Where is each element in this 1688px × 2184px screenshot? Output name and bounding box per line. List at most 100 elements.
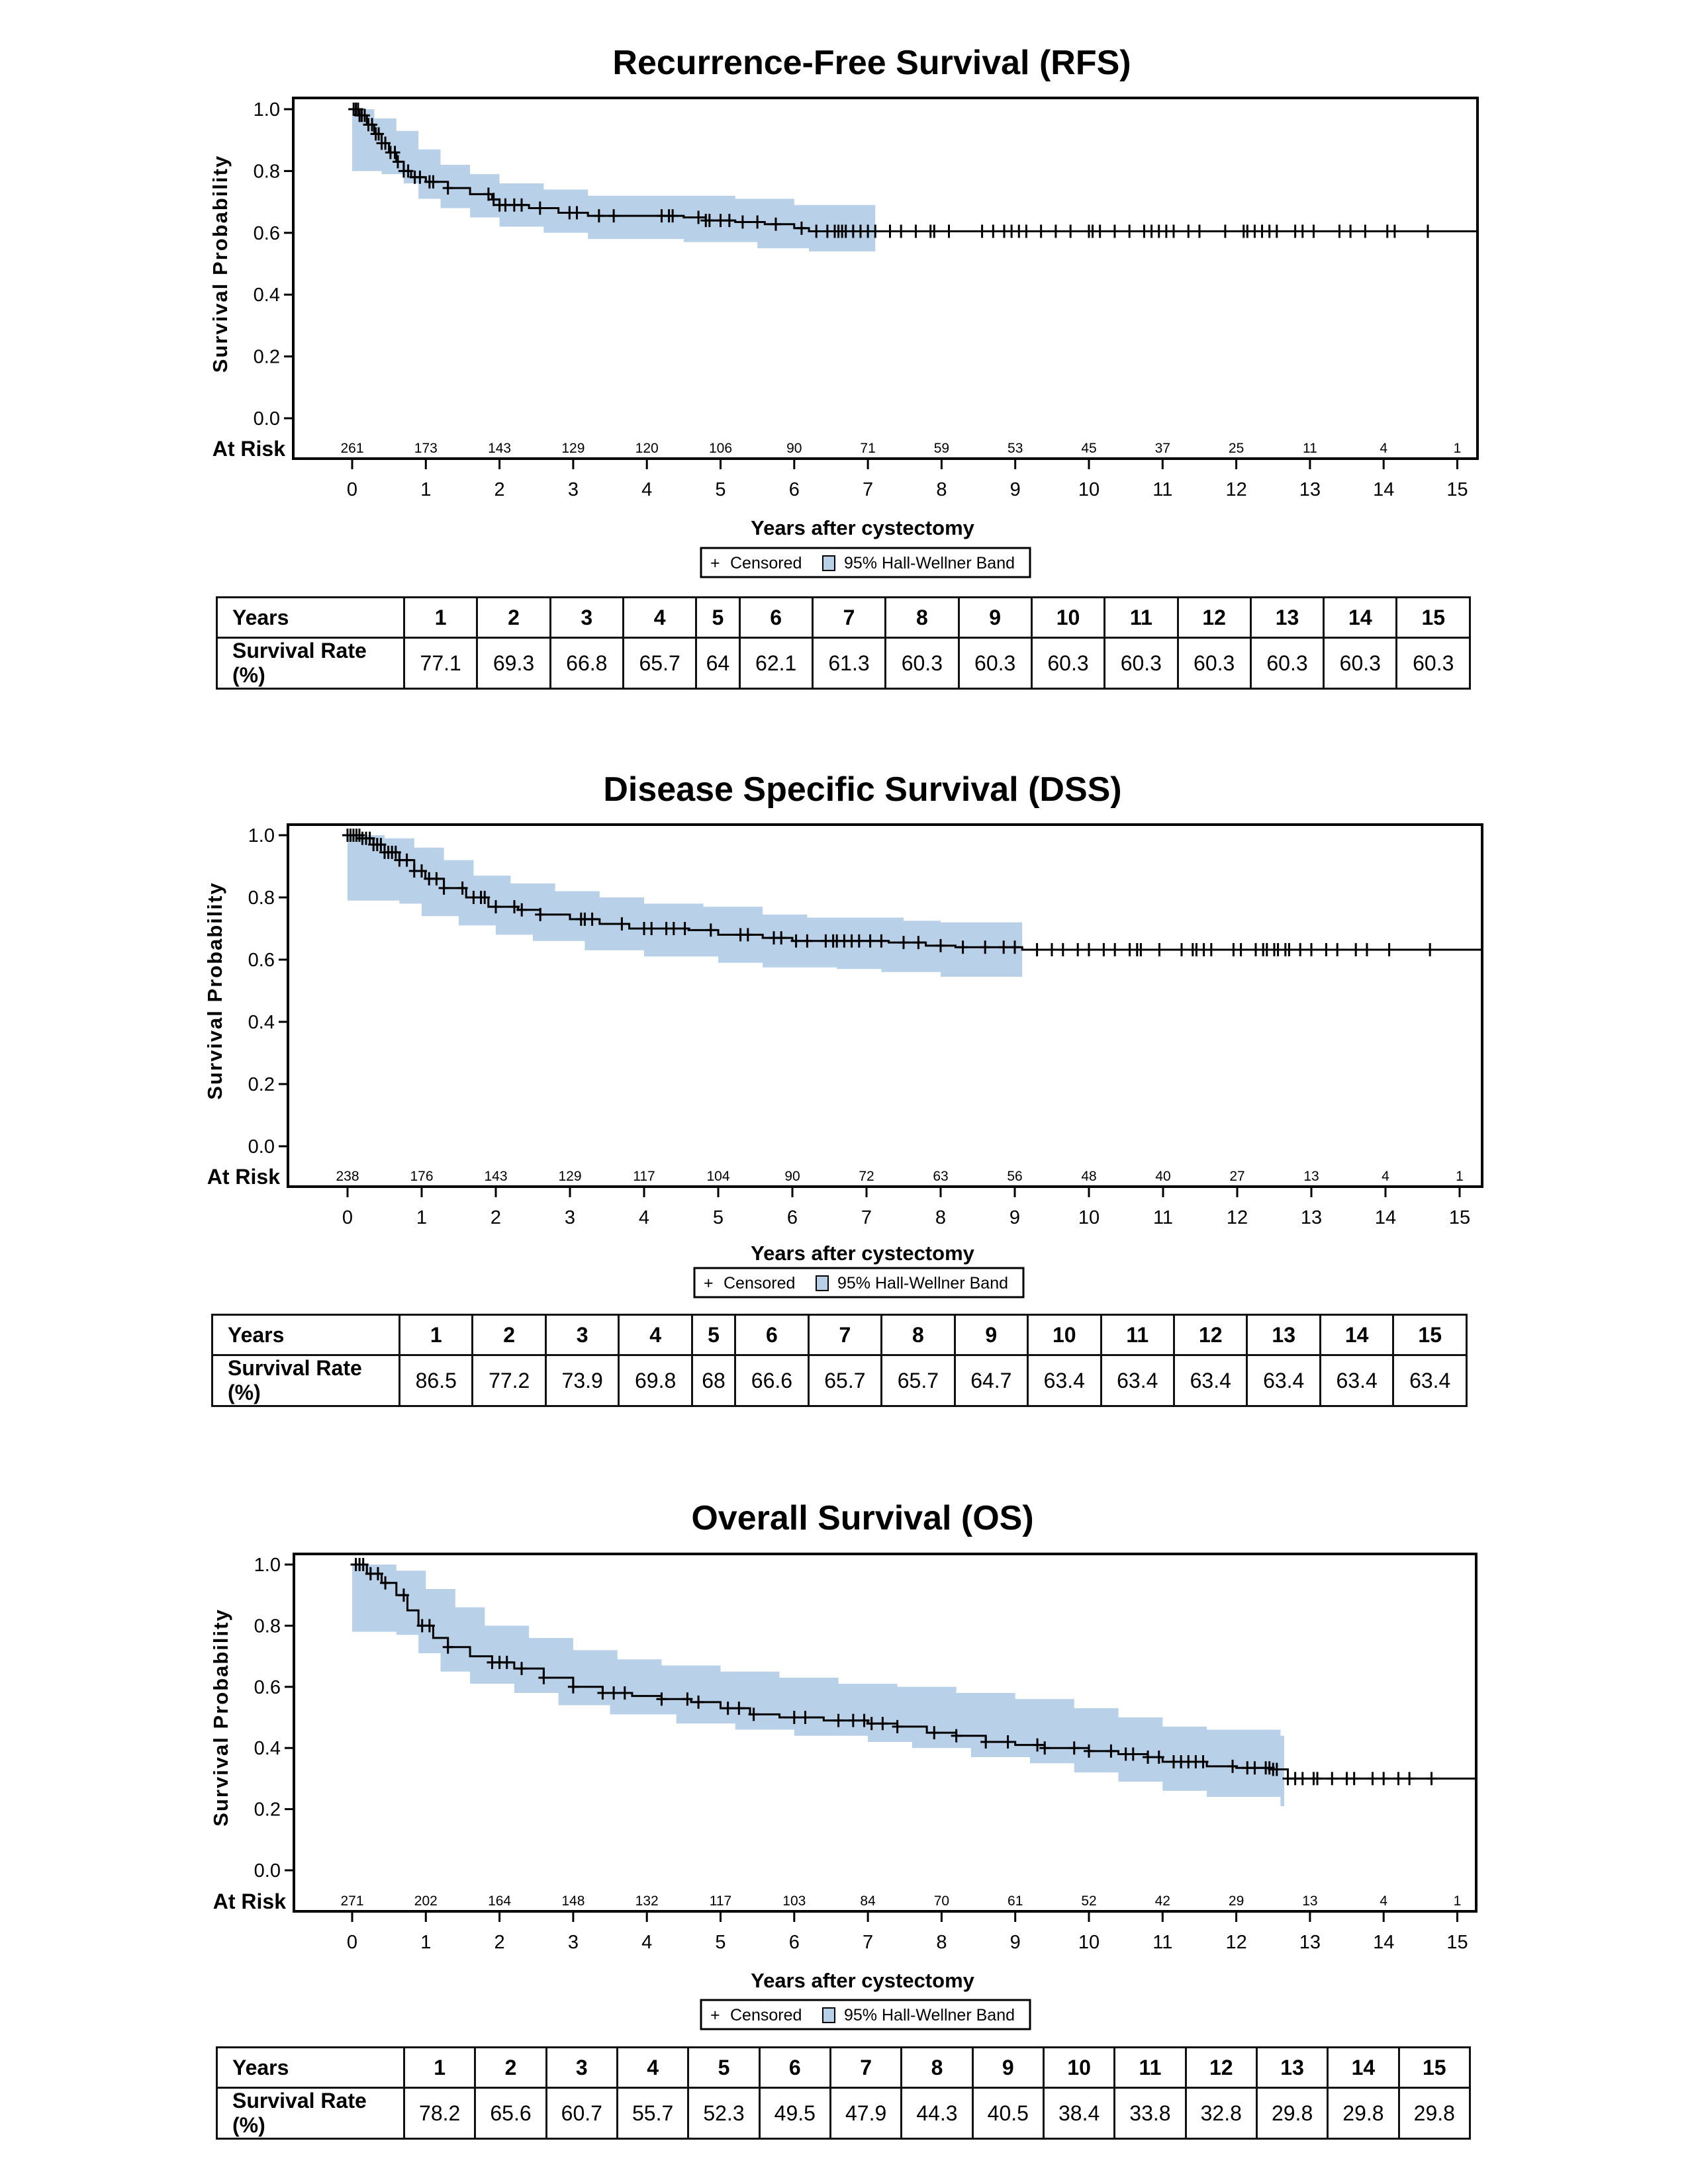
y-tick-label: 0.4 — [254, 1738, 281, 1759]
at-risk-count: 4 — [1380, 441, 1387, 456]
year-cell: 10 — [1027, 1314, 1102, 1356]
survival-rate-cell: 64 — [695, 637, 741, 690]
at-risk-label: At Risk — [212, 437, 285, 461]
at-risk-count: 117 — [710, 1893, 731, 1909]
x-tick-label: 1 — [416, 1207, 427, 1228]
survival-rate-cell: 63.4 — [1319, 1354, 1395, 1407]
survival-rate-cell: 60.3 — [957, 637, 1033, 690]
x-tick-label: 3 — [568, 479, 579, 500]
at-risk-count: 11 — [1303, 441, 1317, 456]
year-cell: 13 — [1246, 1314, 1321, 1356]
band-legend-swatch — [822, 2007, 835, 2023]
at-risk-label: At Risk — [207, 1165, 280, 1189]
survival-rate-cell: 66.8 — [549, 637, 624, 690]
censored-legend-icon: + — [710, 554, 720, 572]
at-risk-count: 13 — [1303, 1169, 1319, 1184]
years-row: Years 1 2 3 4 5 6 7 8 9 10 11 12 13 14 15 — [216, 2046, 1472, 2089]
at-risk-count: 71 — [860, 441, 875, 456]
year-cell: 4 — [616, 2046, 690, 2089]
x-tick-label: 15 — [1446, 1932, 1468, 1953]
x-tick-label: 4 — [639, 1207, 649, 1228]
band-legend-label: 95% Hall-Wellner Band — [844, 2006, 1015, 2025]
year-cell: 10 — [1042, 2046, 1116, 2089]
years-header: Years — [211, 1314, 400, 1356]
y-tick-label: 0.4 — [248, 1012, 275, 1033]
at-risk-count: 59 — [934, 441, 949, 456]
band-legend-swatch — [822, 555, 835, 571]
censored-legend-icon: + — [704, 1274, 714, 1293]
survival-rate-cell: 49.5 — [758, 2087, 831, 2140]
survival-rate-cell: 60.3 — [1103, 637, 1179, 690]
x-tick-label: 9 — [1010, 1932, 1021, 1953]
year-cell: 1 — [402, 596, 479, 639]
year-cell: 8 — [884, 596, 960, 639]
x-tick-label: 14 — [1373, 1932, 1394, 1953]
year-cell: 9 — [971, 2046, 1045, 2089]
at-risk-count: 4 — [1380, 1893, 1387, 1909]
x-tick-label: 14 — [1375, 1207, 1396, 1228]
x-tick-label: 10 — [1078, 479, 1100, 500]
survival-rate-row: Survival Rate (%) 77.1 69.3 66.8 65.7 64 62.1 6… — [216, 637, 1471, 690]
years-row: Years 1 2 3 4 5 6 7 8 9 10 11 12 13 14 15 — [211, 1314, 1468, 1356]
x-tick-label: 2 — [494, 479, 505, 500]
survival-rate-cell: 65.6 — [474, 2087, 547, 2140]
survival-rate-row: Survival Rate (%) 86.5 77.2 73.9 69.8 68 66.6 6… — [211, 1354, 1468, 1407]
at-risk-count: 106 — [709, 441, 732, 456]
rfs-survival-table: Years 1 2 3 4 5 6 7 8 9 10 11 12 13 14 15 Survival Rate … — [216, 596, 1471, 690]
censored-legend-label: Censored — [730, 554, 802, 572]
y-axis-label: Survival Probability — [209, 1608, 232, 1826]
x-tick-label: 8 — [935, 1207, 946, 1228]
year-cell: 8 — [900, 2046, 974, 2089]
survival-rate-cell: 69.8 — [618, 1354, 693, 1407]
x-tick-label: 11 — [1152, 479, 1172, 500]
at-risk-count: 271 — [340, 1893, 363, 1909]
x-tick-label: 11 — [1153, 1207, 1173, 1228]
rfs-chart: Recurrence-Free Survival (RFS) 0.0 0.2 0.4 0… — [209, 44, 1479, 578]
censored-legend-label: Censored — [730, 2006, 802, 2025]
y-tick-label: 1.0 — [248, 825, 275, 846]
x-tick-label: 13 — [1299, 479, 1321, 500]
year-cell: 14 — [1323, 596, 1398, 639]
at-risk-count: 1 — [1454, 441, 1462, 456]
survival-rate-cell: 77.2 — [471, 1354, 547, 1407]
survival-rate-cell: 86.5 — [398, 1354, 474, 1407]
year-cell: 6 — [758, 2046, 831, 2089]
x-tick-label: 6 — [789, 479, 800, 500]
censored-legend-icon: + — [710, 2006, 720, 2025]
y-tick-label: 0.6 — [248, 950, 275, 971]
y-tick-label: 0.0 — [248, 1136, 275, 1158]
survival-rate-cell: 63.4 — [1100, 1354, 1176, 1407]
survival-rate-cell: 47.9 — [829, 2087, 903, 2140]
y-axis-label: Survival Probability — [203, 882, 226, 1099]
at-risk-count: 25 — [1229, 441, 1244, 456]
x-tick-label: 10 — [1078, 1207, 1100, 1228]
x-tick-label: 7 — [863, 479, 873, 500]
year-cell: 13 — [1255, 2046, 1329, 2089]
plot-frame — [292, 97, 1479, 460]
year-cell: 15 — [1395, 596, 1471, 639]
years-row: Years 1 2 3 4 5 6 7 8 9 10 11 12 13 14 15 — [216, 596, 1471, 639]
survival-rate-cell: 29.8 — [1397, 2087, 1472, 2140]
survival-rate-cell: 65.7 — [807, 1354, 883, 1407]
at-risk-count: 202 — [414, 1893, 438, 1909]
dss-survival-table: Years 1 2 3 4 5 6 7 8 9 10 11 12 13 14 15 Survival Rate … — [211, 1314, 1468, 1407]
at-risk-label: At Risk — [213, 1889, 286, 1913]
year-cell: 15 — [1397, 2046, 1472, 2089]
confidence-band — [352, 109, 876, 258]
at-risk-count: 173 — [414, 441, 438, 456]
year-cell: 14 — [1327, 2046, 1400, 2089]
survival-rate-cell: 62.1 — [738, 637, 814, 690]
survival-rate-cell: 68 — [690, 1354, 737, 1407]
x-tick-label: 15 — [1449, 1207, 1470, 1228]
at-risk-count: 4 — [1382, 1169, 1389, 1184]
x-tick-label: 4 — [641, 1932, 652, 1953]
year-cell: 1 — [402, 2046, 477, 2089]
band-legend-swatch — [816, 1275, 829, 1291]
year-cell: 2 — [471, 1314, 547, 1356]
survival-rate-cell: 55.7 — [616, 2087, 690, 2140]
at-risk-count: 148 — [561, 1893, 585, 1909]
year-cell: 15 — [1392, 1314, 1468, 1356]
at-risk-count: 61 — [1008, 1893, 1023, 1909]
y-tick-label: 0.8 — [248, 887, 275, 909]
censored-legend-label: Censored — [724, 1274, 795, 1293]
